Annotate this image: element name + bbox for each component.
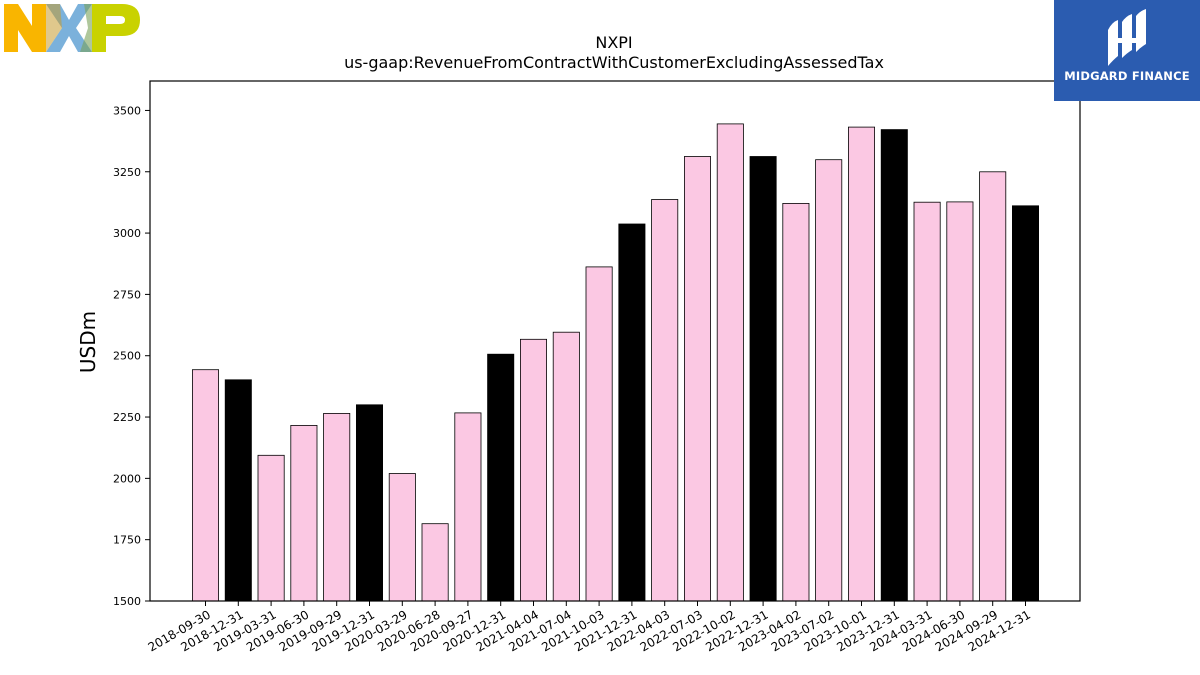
y-tick-label: 1500: [113, 595, 141, 608]
bar-2021-10-03: [585, 266, 613, 602]
bar-2023-07-02: [815, 159, 843, 602]
bar-2024-09-29: [979, 171, 1007, 602]
y-tick-label: 1750: [113, 534, 141, 547]
bars-group: [191, 123, 1040, 602]
bar-2019-12-31: [355, 404, 383, 602]
bar-2018-09-30: [191, 369, 219, 602]
chart-subtitle: us-gaap:RevenueFromContractWithCustomerE…: [344, 53, 884, 72]
bar-2024-06-30: [946, 201, 974, 602]
bar-2024-03-31: [913, 201, 941, 602]
bar-2020-03-29: [388, 473, 416, 602]
y-tick-label: 3000: [113, 227, 141, 240]
bar-2023-12-31: [880, 129, 908, 602]
bar-2019-06-30: [290, 424, 318, 602]
bar-2021-12-31: [618, 223, 646, 602]
y-axis-label: USDm: [76, 311, 100, 373]
chart-title: NXPI: [595, 33, 632, 52]
bar-2022-12-31: [749, 156, 777, 602]
bar-2018-12-31: [224, 379, 252, 602]
bar-2019-03-31: [257, 454, 285, 602]
bar-2020-09-27: [454, 412, 482, 602]
y-tick-label: 2250: [113, 411, 141, 424]
y-tick-label: 3500: [113, 104, 141, 117]
y-tick-label: 2000: [113, 472, 141, 485]
midgard-finance-text: MIDGARD FINANCE: [1064, 69, 1190, 83]
y-axis-ticks: 1500 1750 2000 2250 2500 2750 3000 3250 3500: [113, 104, 150, 608]
bar-2020-12-31: [487, 353, 515, 602]
bar-2021-07-04: [552, 331, 580, 602]
nxp-logo: [4, 4, 140, 52]
x-axis-ticks: 2018-09-302018-12-312019-03-312019-06-30…: [146, 601, 1033, 654]
y-tick-label: 3250: [113, 166, 141, 179]
bar-2023-10-01: [848, 126, 876, 602]
midgard-finance-logo: MIDGARD FINANCE: [1054, 0, 1200, 101]
midgard-mark-icon: [1108, 9, 1146, 66]
bar-2024-12-31: [1012, 205, 1040, 602]
bar-2023-04-02: [782, 202, 810, 602]
bar-2022-10-02: [716, 123, 744, 602]
bar-2022-07-03: [684, 156, 712, 602]
bar-2019-09-29: [323, 412, 351, 602]
y-tick-label: 2500: [113, 350, 141, 363]
plot-frame: [149, 80, 1081, 602]
y-tick-label: 2750: [113, 288, 141, 301]
bar-2022-04-03: [651, 199, 679, 602]
bar-2020-06-28: [421, 523, 449, 602]
bar-2021-04-04: [520, 338, 548, 602]
